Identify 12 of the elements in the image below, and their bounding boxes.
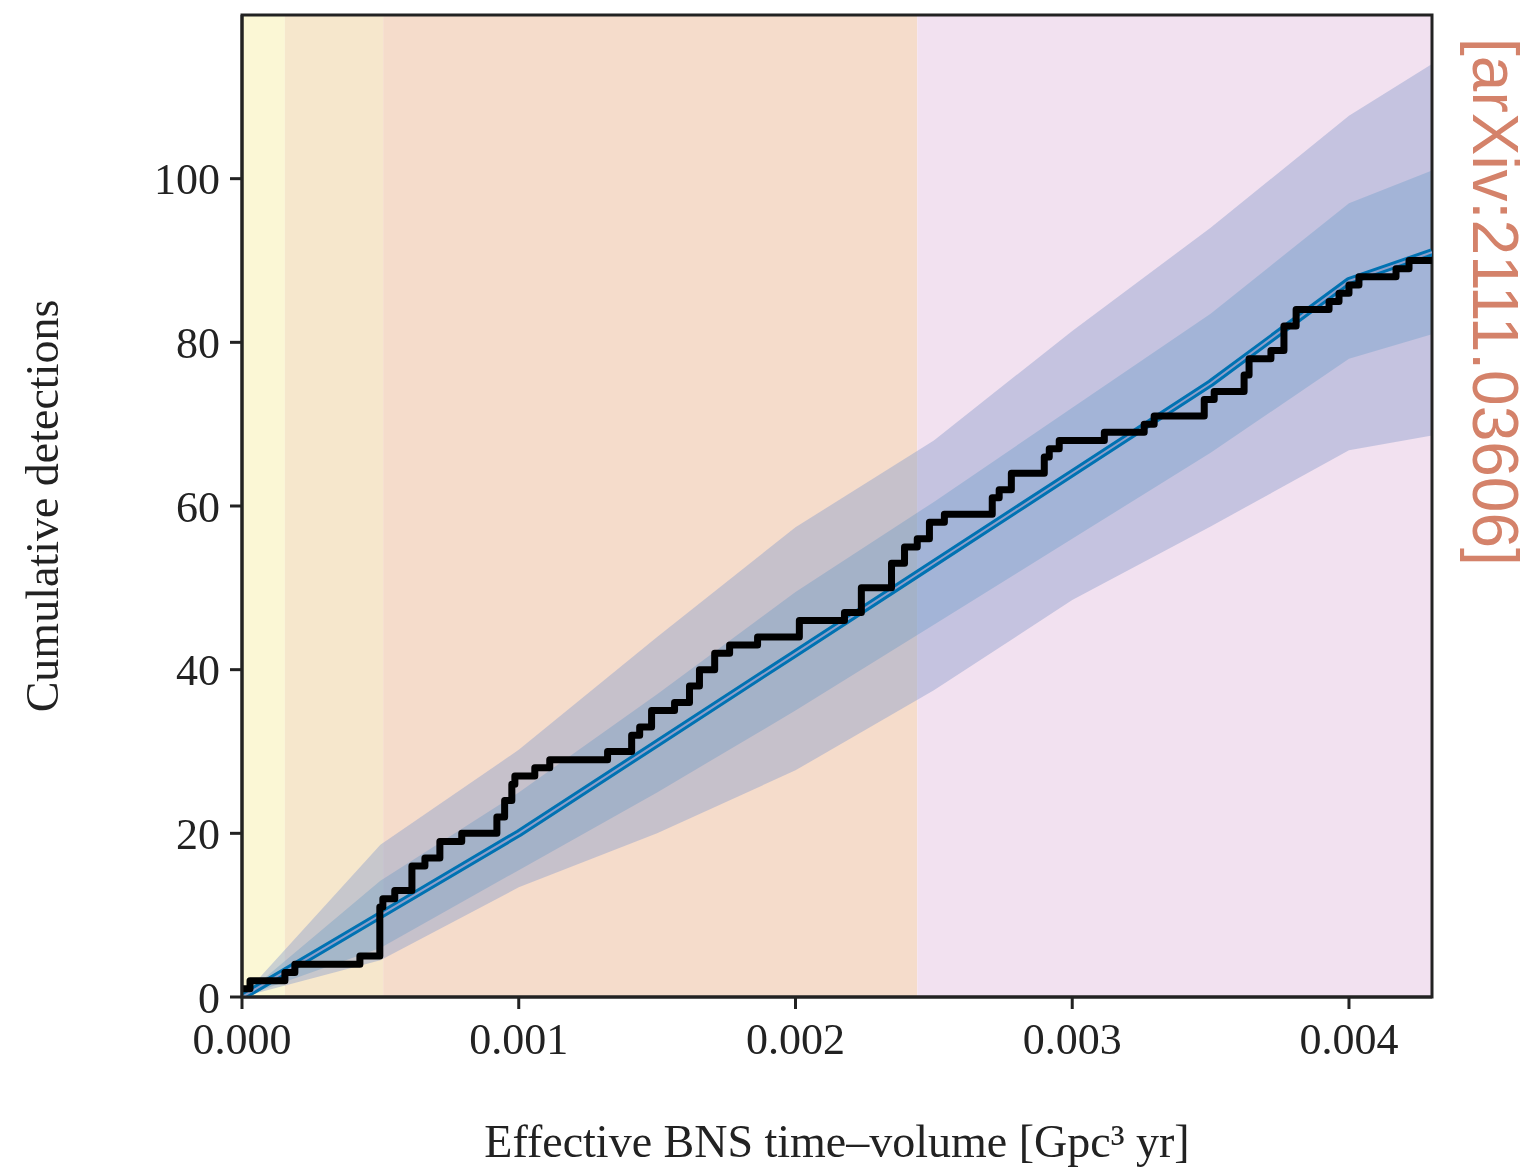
x-tick-label: 0.004	[1299, 1015, 1399, 1065]
y-tick-label: 80	[176, 318, 220, 368]
y-tick-label: 20	[176, 809, 220, 859]
y-tick-label: 60	[176, 482, 220, 532]
x-tick-label: 0.001	[469, 1015, 569, 1065]
x-tick-label: 0.003	[1022, 1015, 1122, 1065]
x-axis-title: Effective BNS time–volume [Gpc³ yr]	[484, 1116, 1190, 1167]
y-axis-title: Cumulative detections	[17, 299, 69, 713]
y-tick-label: 100	[154, 155, 220, 205]
x-tick-label: 0.002	[745, 1015, 845, 1065]
text: [arXiv:2111.03606]	[1458, 38, 1532, 566]
y-tick-label: 40	[176, 646, 220, 696]
